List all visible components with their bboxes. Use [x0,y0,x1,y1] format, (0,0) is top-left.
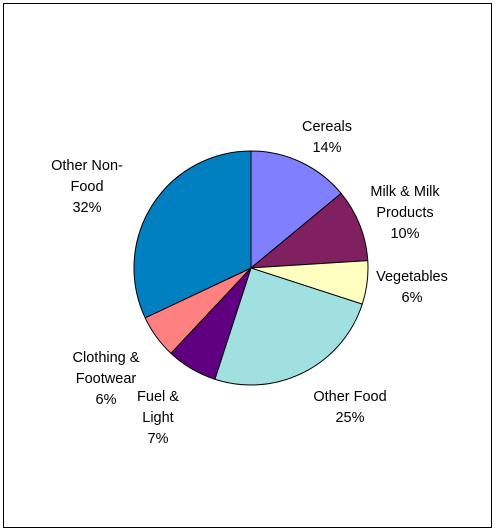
pie-slice-other-food [214,267,363,386]
slice-label-milk-and-milk-products: Milk & Milk Products 10% [370,184,440,242]
slice-label-cereals: Cereals 14% [302,119,352,156]
slice-name-label: Footwear [76,371,137,387]
pie-slices [133,150,369,386]
slice-name-label: Cereals [302,119,352,135]
pie-slice-cereals [250,150,342,270]
slice-label-clothing-and-footwear: Clothing & Footwear 6% [73,350,140,408]
slice-value-label: 6% [96,392,117,408]
slice-value-label: 7% [148,431,169,447]
slice-name-label: Products [376,205,433,221]
slice-value-label: 10% [390,226,419,242]
slice-name-label: Other Non- [51,158,123,174]
slice-name-label: Light [142,410,173,426]
slice-label-vegetables: Vegetables 6% [376,269,448,306]
slice-value-label: 6% [402,290,423,306]
slice-value-label: 14% [312,140,341,156]
pie-labels: Cereals 14% Milk & Milk Products 10% Vegetabl… [51,119,448,447]
slice-name-label: Fuel & [137,389,179,405]
slice-label-other-non-food: Other Non- Food 32% [51,158,123,216]
slice-name-label: Other Food [313,389,386,405]
pie-slice-other-non-food [133,150,252,319]
slice-value-label: 32% [72,200,101,216]
slice-value-label: 25% [335,410,364,426]
slice-label-fuel-and-light: Fuel & Light 7% [137,389,179,447]
slice-label-other-food: Other Food 25% [313,389,386,426]
pie-slice-milk-and-milk-products [249,192,369,269]
slice-name-label: Food [70,179,103,195]
slice-name-label: Milk & Milk [370,184,440,200]
slice-name-label: Clothing & [73,350,140,366]
slice-name-label: Vegetables [376,269,448,285]
